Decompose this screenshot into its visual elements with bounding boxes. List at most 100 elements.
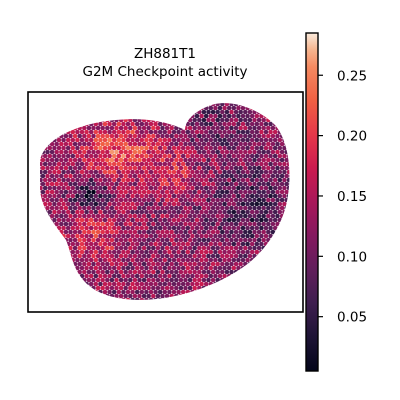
tissue-spot: [206, 253, 211, 259]
tissue-spot: [263, 161, 269, 167]
tissue-spot: [79, 233, 85, 239]
tissue-spot: [270, 165, 276, 171]
tissue-spot: [259, 185, 264, 191]
tissue-spot: [245, 129, 250, 135]
tissue-spot: [231, 217, 237, 223]
tissue-spot: [141, 221, 147, 227]
tissue-spot: [107, 169, 112, 175]
tissue-spot: [224, 269, 230, 275]
tissue-spot: [130, 137, 135, 143]
tissue-spot: [155, 261, 161, 267]
tissue-spot: [203, 273, 209, 279]
tissue-spot: [254, 113, 260, 119]
tissue-spot: [75, 193, 80, 199]
tissue-spot: [153, 257, 158, 263]
tissue-spot: [180, 201, 186, 207]
tissue-spot: [206, 109, 211, 115]
tissue-spot: [70, 177, 76, 183]
tissue-spot: [259, 177, 264, 183]
tissue-spot: [125, 209, 131, 215]
tissue-spot: [153, 265, 158, 271]
tissue-spot: [268, 137, 273, 143]
tissue-spot: [226, 105, 232, 111]
tissue-spot: [224, 165, 230, 171]
tissue-spot: [174, 229, 179, 235]
tissue-spot: [243, 205, 248, 211]
tissue-spot: [197, 173, 202, 179]
tissue-spot: [249, 129, 255, 135]
tissue-spot: [100, 277, 105, 283]
tissue-spot: [121, 273, 126, 279]
tissue-spot: [125, 161, 131, 167]
tissue-spot: [275, 205, 280, 211]
tissue-spot: [233, 213, 239, 219]
tissue-spot: [178, 205, 184, 211]
tissue-spot: [162, 265, 168, 271]
tissue-spot: [42, 169, 48, 175]
tissue-spot: [59, 205, 64, 211]
tissue-spot: [236, 169, 241, 175]
tissue-spot: [268, 145, 273, 151]
tissue-spot: [247, 205, 253, 211]
tissue-spot: [123, 189, 128, 195]
tissue-spot: [194, 201, 200, 207]
tissue-spot: [82, 133, 87, 139]
tissue-spot: [245, 161, 250, 167]
tissue-spot: [215, 269, 220, 275]
tissue-spot: [210, 237, 216, 243]
tissue-spot: [220, 103, 225, 107]
tissue-spot: [68, 133, 73, 139]
tissue-spot: [270, 125, 276, 131]
tissue-spot: [52, 169, 57, 175]
tissue-spot: [47, 193, 53, 199]
tissue-spot: [261, 197, 266, 203]
tissue-spot: [146, 205, 151, 211]
tissue-spot: [146, 141, 151, 147]
tissue-spot: [167, 193, 172, 199]
tissue-spot: [190, 193, 195, 199]
tissue-spot: [282, 193, 287, 199]
tissue-spot: [128, 253, 133, 259]
tissue-spot: [187, 205, 193, 211]
tissue-spot: [146, 173, 151, 179]
tissue-spot: [144, 241, 149, 247]
tissue-spot: [91, 181, 96, 187]
tissue-spot: [247, 189, 253, 195]
tissue-spot: [201, 149, 207, 155]
tissue-spot: [128, 165, 133, 171]
tissue-spot: [254, 201, 260, 207]
tissue-spot: [82, 269, 87, 275]
tissue-spot: [93, 233, 99, 239]
tissue-spot: [130, 161, 135, 167]
tissue-spot: [72, 133, 78, 139]
tissue-spot: [217, 201, 223, 207]
tissue-spot: [254, 233, 260, 239]
tissue-spot: [197, 229, 202, 235]
tissue-spot: [157, 145, 163, 151]
tissue-spot: [167, 217, 172, 223]
tissue-spot: [180, 177, 186, 183]
tissue-spot: [261, 229, 266, 235]
tissue-spot: [254, 177, 260, 183]
tissue-spot: [169, 125, 174, 131]
tissue-spot: [224, 197, 230, 203]
tissue-spot: [208, 265, 214, 271]
tissue-spot: [151, 237, 156, 243]
tissue-spot: [70, 185, 76, 191]
tissue-spot: [277, 137, 283, 143]
tissue-spot: [132, 133, 138, 139]
tissue-spot: [231, 161, 237, 167]
tissue-spot: [192, 277, 197, 283]
tissue-spot: [180, 169, 186, 175]
tissue-spot: [137, 205, 142, 211]
tissue-spot: [174, 221, 179, 227]
tissue-spot: [132, 237, 138, 243]
tissue-spot: [72, 149, 78, 155]
tissue-spot: [118, 165, 124, 171]
tissue-spot: [171, 273, 177, 279]
tissue-spot: [176, 201, 181, 207]
tissue-spot: [77, 261, 82, 267]
tissue-spot: [169, 253, 174, 259]
tissue-spot: [203, 129, 209, 135]
tissue-spot: [167, 257, 172, 263]
